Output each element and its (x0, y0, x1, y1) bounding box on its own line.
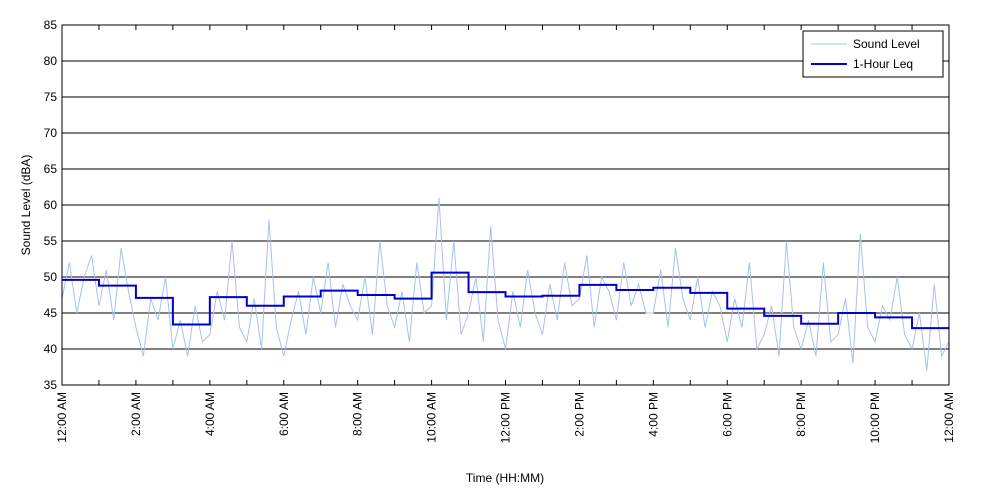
y-tick-label: 45 (44, 306, 58, 320)
y-tick-label: 35 (44, 378, 58, 392)
y-tick-label: 85 (44, 18, 58, 32)
leq-step-line (62, 271, 949, 330)
y-tick-label: 75 (44, 90, 58, 104)
x-tick-label: 12:00 PM (499, 392, 513, 443)
x-tick-label: 2:00 PM (572, 392, 586, 437)
x-tick-label: 2:00 AM (129, 392, 143, 436)
x-tick-label: 4:00 PM (646, 392, 660, 437)
sound-level-line (61, 197, 950, 371)
x-tick-label: 4:00 AM (203, 392, 217, 436)
legend-label: 1-Hour Leq (853, 57, 913, 71)
y-tick-label: 65 (44, 162, 58, 176)
y-tick-label: 50 (44, 270, 58, 284)
x-tick-label: 6:00 PM (720, 392, 734, 437)
x-tick-label: 12:00 AM (942, 392, 956, 443)
y-tick-label: 40 (44, 342, 58, 356)
plot-frame (61, 24, 950, 386)
y-axis-label: Sound Level (dBA) (19, 155, 33, 256)
y-tick-label: 55 (44, 234, 58, 248)
y-tick-label: 60 (44, 198, 58, 212)
legend-box (802, 30, 944, 78)
legend-label: Sound Level (853, 37, 920, 51)
x-tick-label: 6:00 AM (277, 392, 291, 436)
x-axis-label: Time (HH:MM) (466, 471, 544, 485)
y-tick-label: 70 (44, 126, 58, 140)
x-tick-label: 8:00 PM (794, 392, 808, 437)
x-tick-label: 12:00 AM (55, 392, 69, 443)
x-tick-label: 10:00 AM (425, 392, 439, 443)
x-tick-label: 10:00 PM (868, 392, 882, 443)
x-tick-label: 8:00 AM (351, 392, 365, 436)
y-tick-label: 80 (44, 54, 58, 68)
